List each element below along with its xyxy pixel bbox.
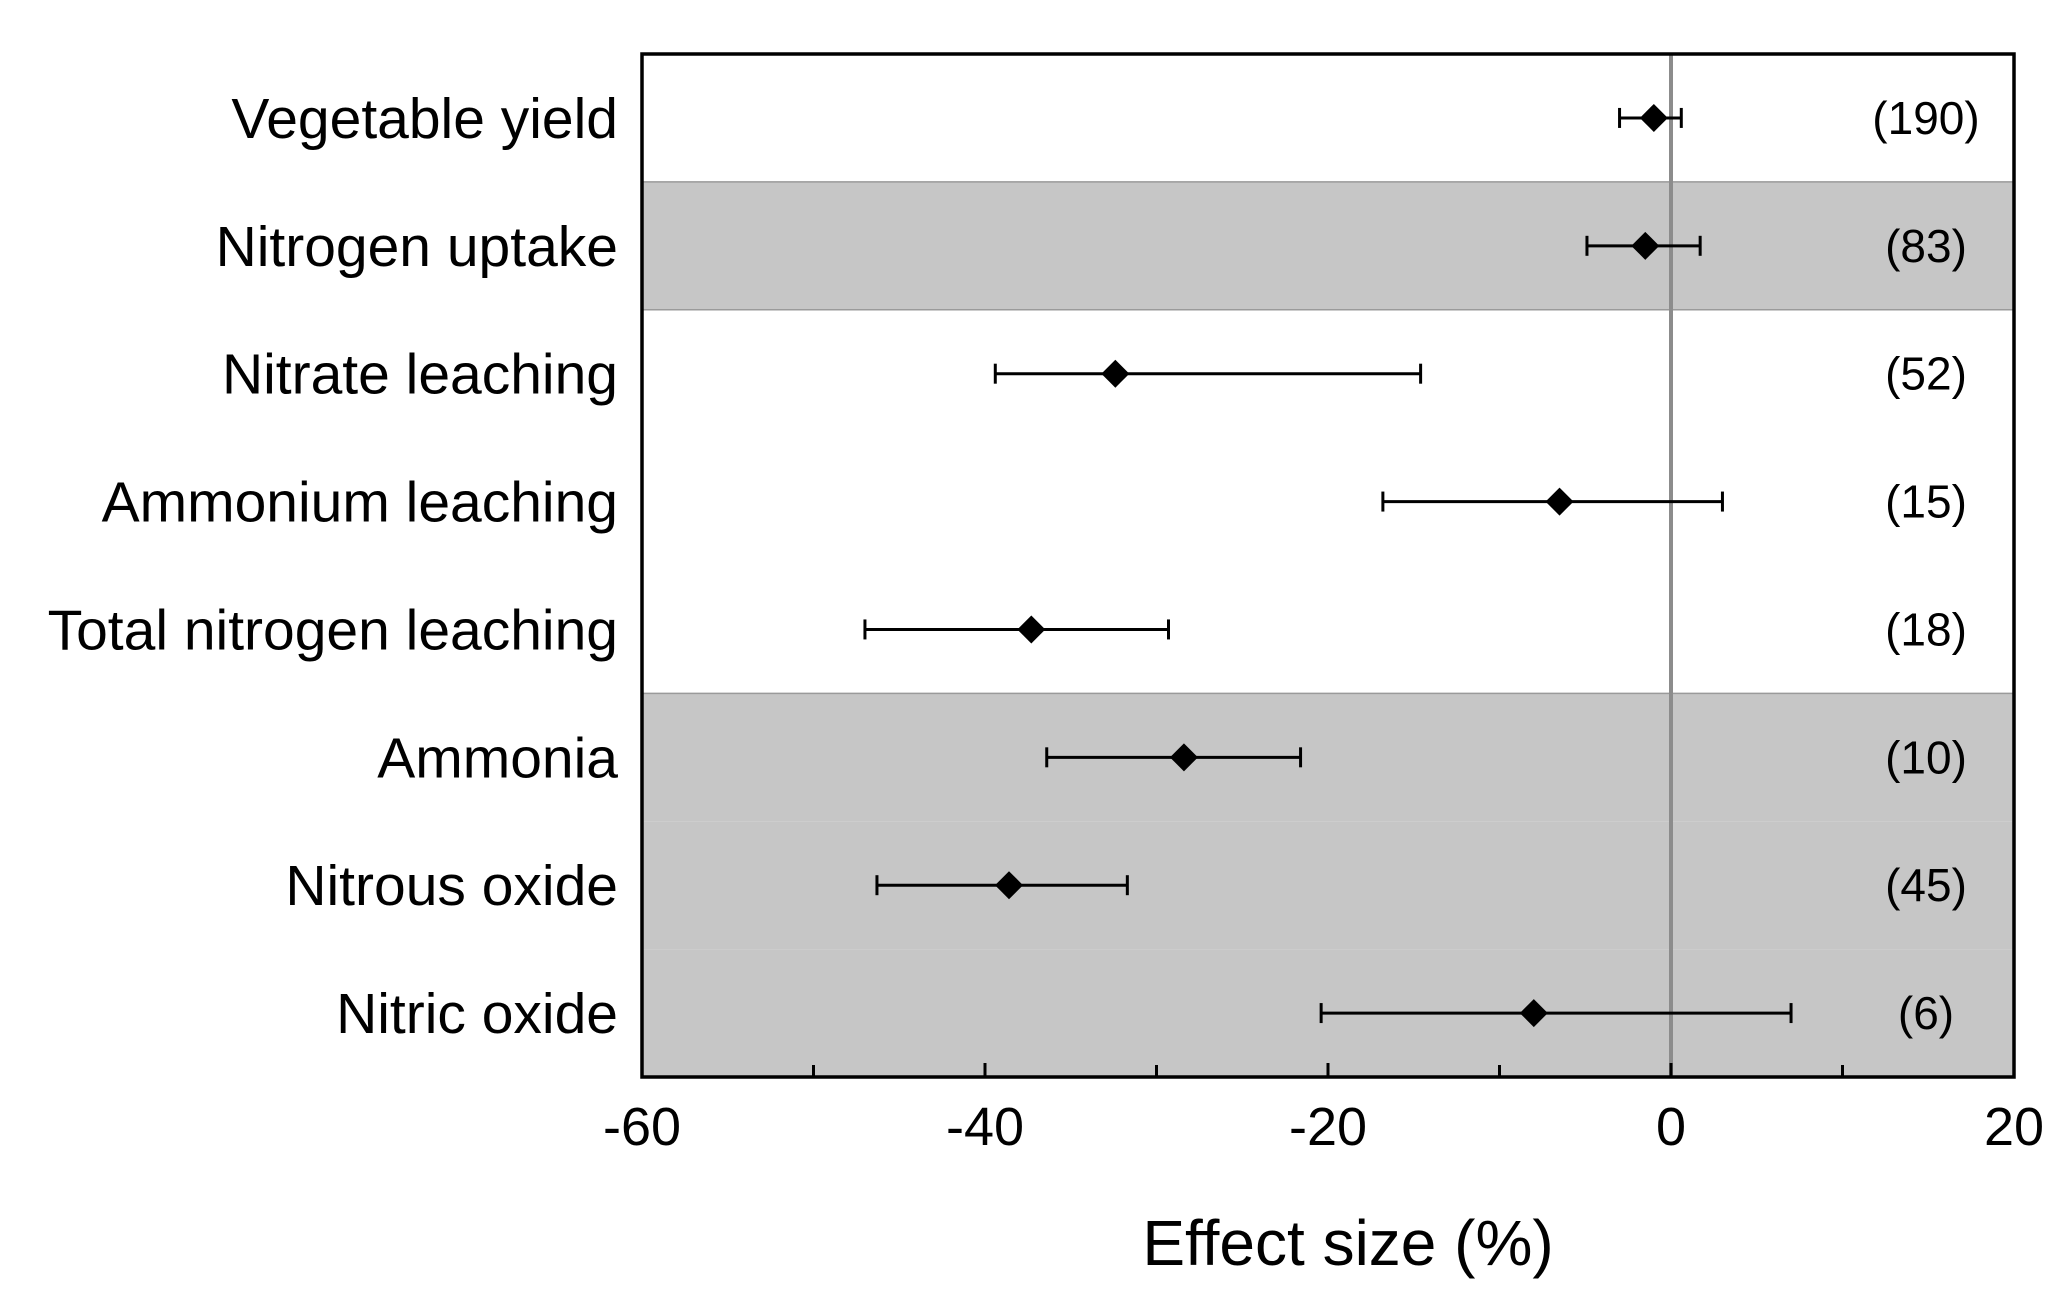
sample-size-label: (52) <box>1885 348 1967 400</box>
sample-size-label: (83) <box>1885 220 1967 272</box>
effect-marker <box>1169 743 1198 772</box>
effect-marker <box>1519 999 1548 1028</box>
effect-marker <box>1101 359 1130 388</box>
sample-size-labels: (190) (83) (52) (15) (18) (10) (45) (6) <box>1872 92 1979 1039</box>
category-label: Nitrate leaching <box>222 343 618 407</box>
effect-marker <box>1545 487 1574 516</box>
effect-marker <box>1631 231 1660 260</box>
tick-label: -40 <box>946 1097 1024 1157</box>
category-labels: Vegetable yield Nitrogen uptake Nitrate le… <box>48 87 619 1046</box>
shaded-band <box>642 821 2014 950</box>
category-label: Total nitrogen leaching <box>48 598 618 662</box>
sample-size-label: (10) <box>1885 731 1967 783</box>
effect-marker <box>1639 103 1668 132</box>
tick-label: 0 <box>1656 1097 1686 1157</box>
sample-size-label: (190) <box>1872 92 1979 144</box>
effect-marker <box>995 871 1024 900</box>
x-axis-title: Effect size (%) <box>1142 1207 1553 1279</box>
tick-label: -20 <box>1289 1097 1367 1157</box>
tick-label: -60 <box>603 1097 681 1157</box>
sample-size-label: (45) <box>1885 859 1967 911</box>
x-axis-ticks: -60 -40 -20 0 20 <box>603 1063 2044 1157</box>
category-label: Vegetable yield <box>231 87 618 151</box>
category-label: Ammonium leaching <box>102 471 618 535</box>
category-label: Nitrous oxide <box>285 854 618 918</box>
sample-size-label: (15) <box>1885 476 1967 528</box>
category-label: Nitric oxide <box>336 982 618 1046</box>
effect-marker <box>1017 615 1046 644</box>
shaded-band <box>642 693 2014 822</box>
sample-size-label: (18) <box>1885 603 1967 655</box>
category-label: Ammonia <box>377 726 618 790</box>
effect-markers <box>995 103 1668 1028</box>
tick-label: 20 <box>1984 1097 2044 1157</box>
shaded-bands <box>642 181 2014 1077</box>
shaded-band <box>642 181 2014 310</box>
sample-size-label: (6) <box>1898 987 1954 1039</box>
category-label: Nitrogen uptake <box>216 215 618 279</box>
